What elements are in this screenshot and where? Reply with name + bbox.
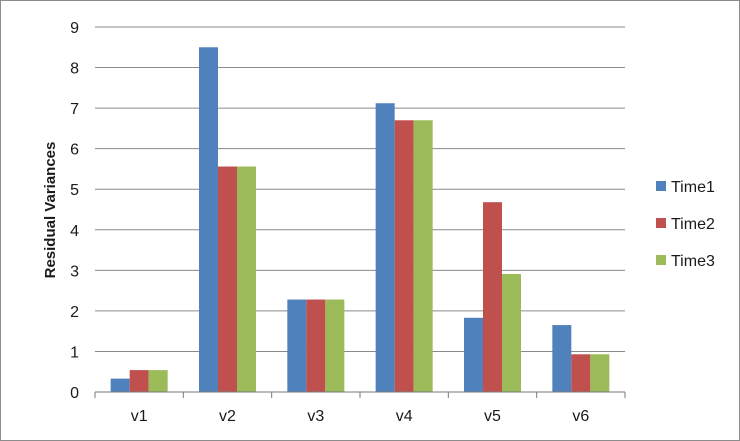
y-tick-label: 5 xyxy=(70,182,79,199)
bar-Time1-v1 xyxy=(110,378,130,392)
y-tick-label: 7 xyxy=(70,101,79,118)
bar-Time1-v2 xyxy=(199,47,218,393)
y-tick-label: 8 xyxy=(70,61,79,78)
bar-Time3-v3 xyxy=(325,299,345,392)
bar-Time2-v3 xyxy=(306,299,326,392)
y-tick-label: 4 xyxy=(70,223,79,240)
x-tick-label: v5 xyxy=(484,408,501,425)
bar-Time3-v5 xyxy=(502,273,521,392)
x-axis: v1 v2 v3 v4 v5 v6 xyxy=(94,391,626,425)
bar-Time3-v1 xyxy=(148,370,168,392)
y-tick-labels: 0 1 2 3 4 5 6 7 8 9 xyxy=(70,20,79,402)
bar-Time2-v2 xyxy=(218,166,237,392)
bar-Time2-v6 xyxy=(571,354,591,392)
bar-Time2-v4 xyxy=(394,120,414,393)
legend-label: Time3 xyxy=(671,253,715,270)
bar-Time3-v6 xyxy=(590,354,610,392)
bar-Time1-v3 xyxy=(287,299,307,392)
y-tick-label: 1 xyxy=(70,344,79,361)
y-tick-label: 9 xyxy=(70,20,79,37)
bar-Time3-v2 xyxy=(237,166,256,392)
y-tick-label: 3 xyxy=(70,263,79,280)
bar-Time1-v4 xyxy=(375,103,395,392)
x-tick-label: v1 xyxy=(131,408,148,425)
bar-Time3-v4 xyxy=(413,120,433,393)
x-tick-label: v6 xyxy=(572,408,589,425)
x-tick-label: v4 xyxy=(396,408,413,425)
legend-swatch-Time3 xyxy=(656,255,666,265)
bar-Time1-v5 xyxy=(464,317,483,392)
y-tick-label: 2 xyxy=(70,304,79,321)
legend-swatch-Time2 xyxy=(656,218,666,228)
bar-Time1-v6 xyxy=(552,325,572,392)
y-axis-label: Residual Variances xyxy=(42,142,59,279)
legend-label: Time2 xyxy=(671,216,715,233)
bar-Time2-v1 xyxy=(129,370,149,392)
y-tick-label: 0 xyxy=(70,385,79,402)
legend-swatch-Time1 xyxy=(656,181,666,191)
y-tick-label: 6 xyxy=(70,142,79,159)
x-tick-label: v2 xyxy=(219,408,236,425)
legend: Time1 Time2 Time3 xyxy=(656,179,715,270)
x-tick-label: v3 xyxy=(307,408,324,425)
legend-label: Time1 xyxy=(671,179,715,196)
gridlines xyxy=(95,26,625,393)
bar-Time2-v5 xyxy=(483,202,502,392)
bars xyxy=(110,47,610,393)
